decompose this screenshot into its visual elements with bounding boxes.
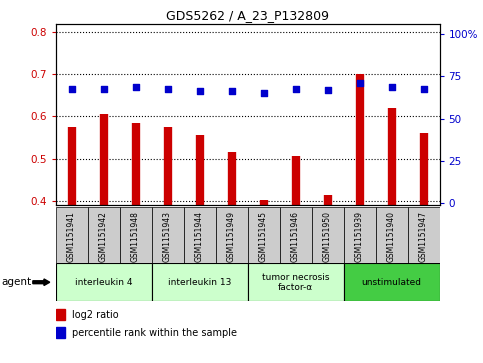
Text: percentile rank within the sample: percentile rank within the sample (71, 328, 237, 338)
Text: interleukin 13: interleukin 13 (168, 278, 231, 287)
Bar (152, 263, 248, 301)
Text: GSM1151940: GSM1151940 (387, 211, 396, 262)
Text: GSM1151948: GSM1151948 (131, 211, 140, 262)
Point (132, 85, 140, 90)
Point (260, 91, 268, 97)
Text: GSM1151939: GSM1151939 (355, 211, 364, 262)
Point (196, 89, 203, 94)
Point (68, 86, 75, 91)
Bar (343, 263, 440, 301)
Point (324, 87, 331, 93)
Text: tumor necrosis
factor-α: tumor necrosis factor-α (262, 273, 329, 292)
Bar (312, 207, 343, 263)
Text: GSM1151942: GSM1151942 (99, 211, 108, 262)
Bar (376, 207, 408, 263)
Bar (56, 309, 65, 320)
Bar (56, 263, 152, 301)
Bar (152, 207, 184, 263)
Text: GSM1151947: GSM1151947 (419, 211, 428, 262)
Bar (248, 207, 280, 263)
Text: unstimulated: unstimulated (362, 278, 422, 287)
Text: GSM1151946: GSM1151946 (291, 211, 300, 262)
Bar (56, 207, 87, 263)
Text: log2 ratio: log2 ratio (71, 310, 118, 320)
Text: interleukin 4: interleukin 4 (75, 278, 132, 287)
Bar (408, 207, 440, 263)
Point (355, 80, 363, 86)
Text: GSM1151941: GSM1151941 (67, 211, 76, 262)
Bar (215, 207, 248, 263)
Bar (280, 207, 312, 263)
Bar (120, 207, 152, 263)
Bar (56, 327, 65, 338)
Point (388, 84, 396, 90)
Point (420, 86, 427, 91)
Bar (184, 207, 215, 263)
Text: GSM1151949: GSM1151949 (227, 211, 236, 262)
Text: GSM1151943: GSM1151943 (163, 211, 172, 262)
Point (227, 88, 235, 94)
Bar (87, 207, 120, 263)
Point (164, 86, 171, 92)
Point (99, 86, 107, 91)
Text: GSM1151944: GSM1151944 (195, 211, 204, 262)
Text: GSM1151945: GSM1151945 (259, 211, 268, 262)
Title: GDS5262 / A_23_P132809: GDS5262 / A_23_P132809 (166, 9, 329, 23)
Bar (248, 263, 343, 301)
Point (292, 86, 299, 92)
Text: agent: agent (1, 277, 31, 287)
Bar (343, 207, 376, 263)
Text: GSM1151950: GSM1151950 (323, 211, 332, 262)
